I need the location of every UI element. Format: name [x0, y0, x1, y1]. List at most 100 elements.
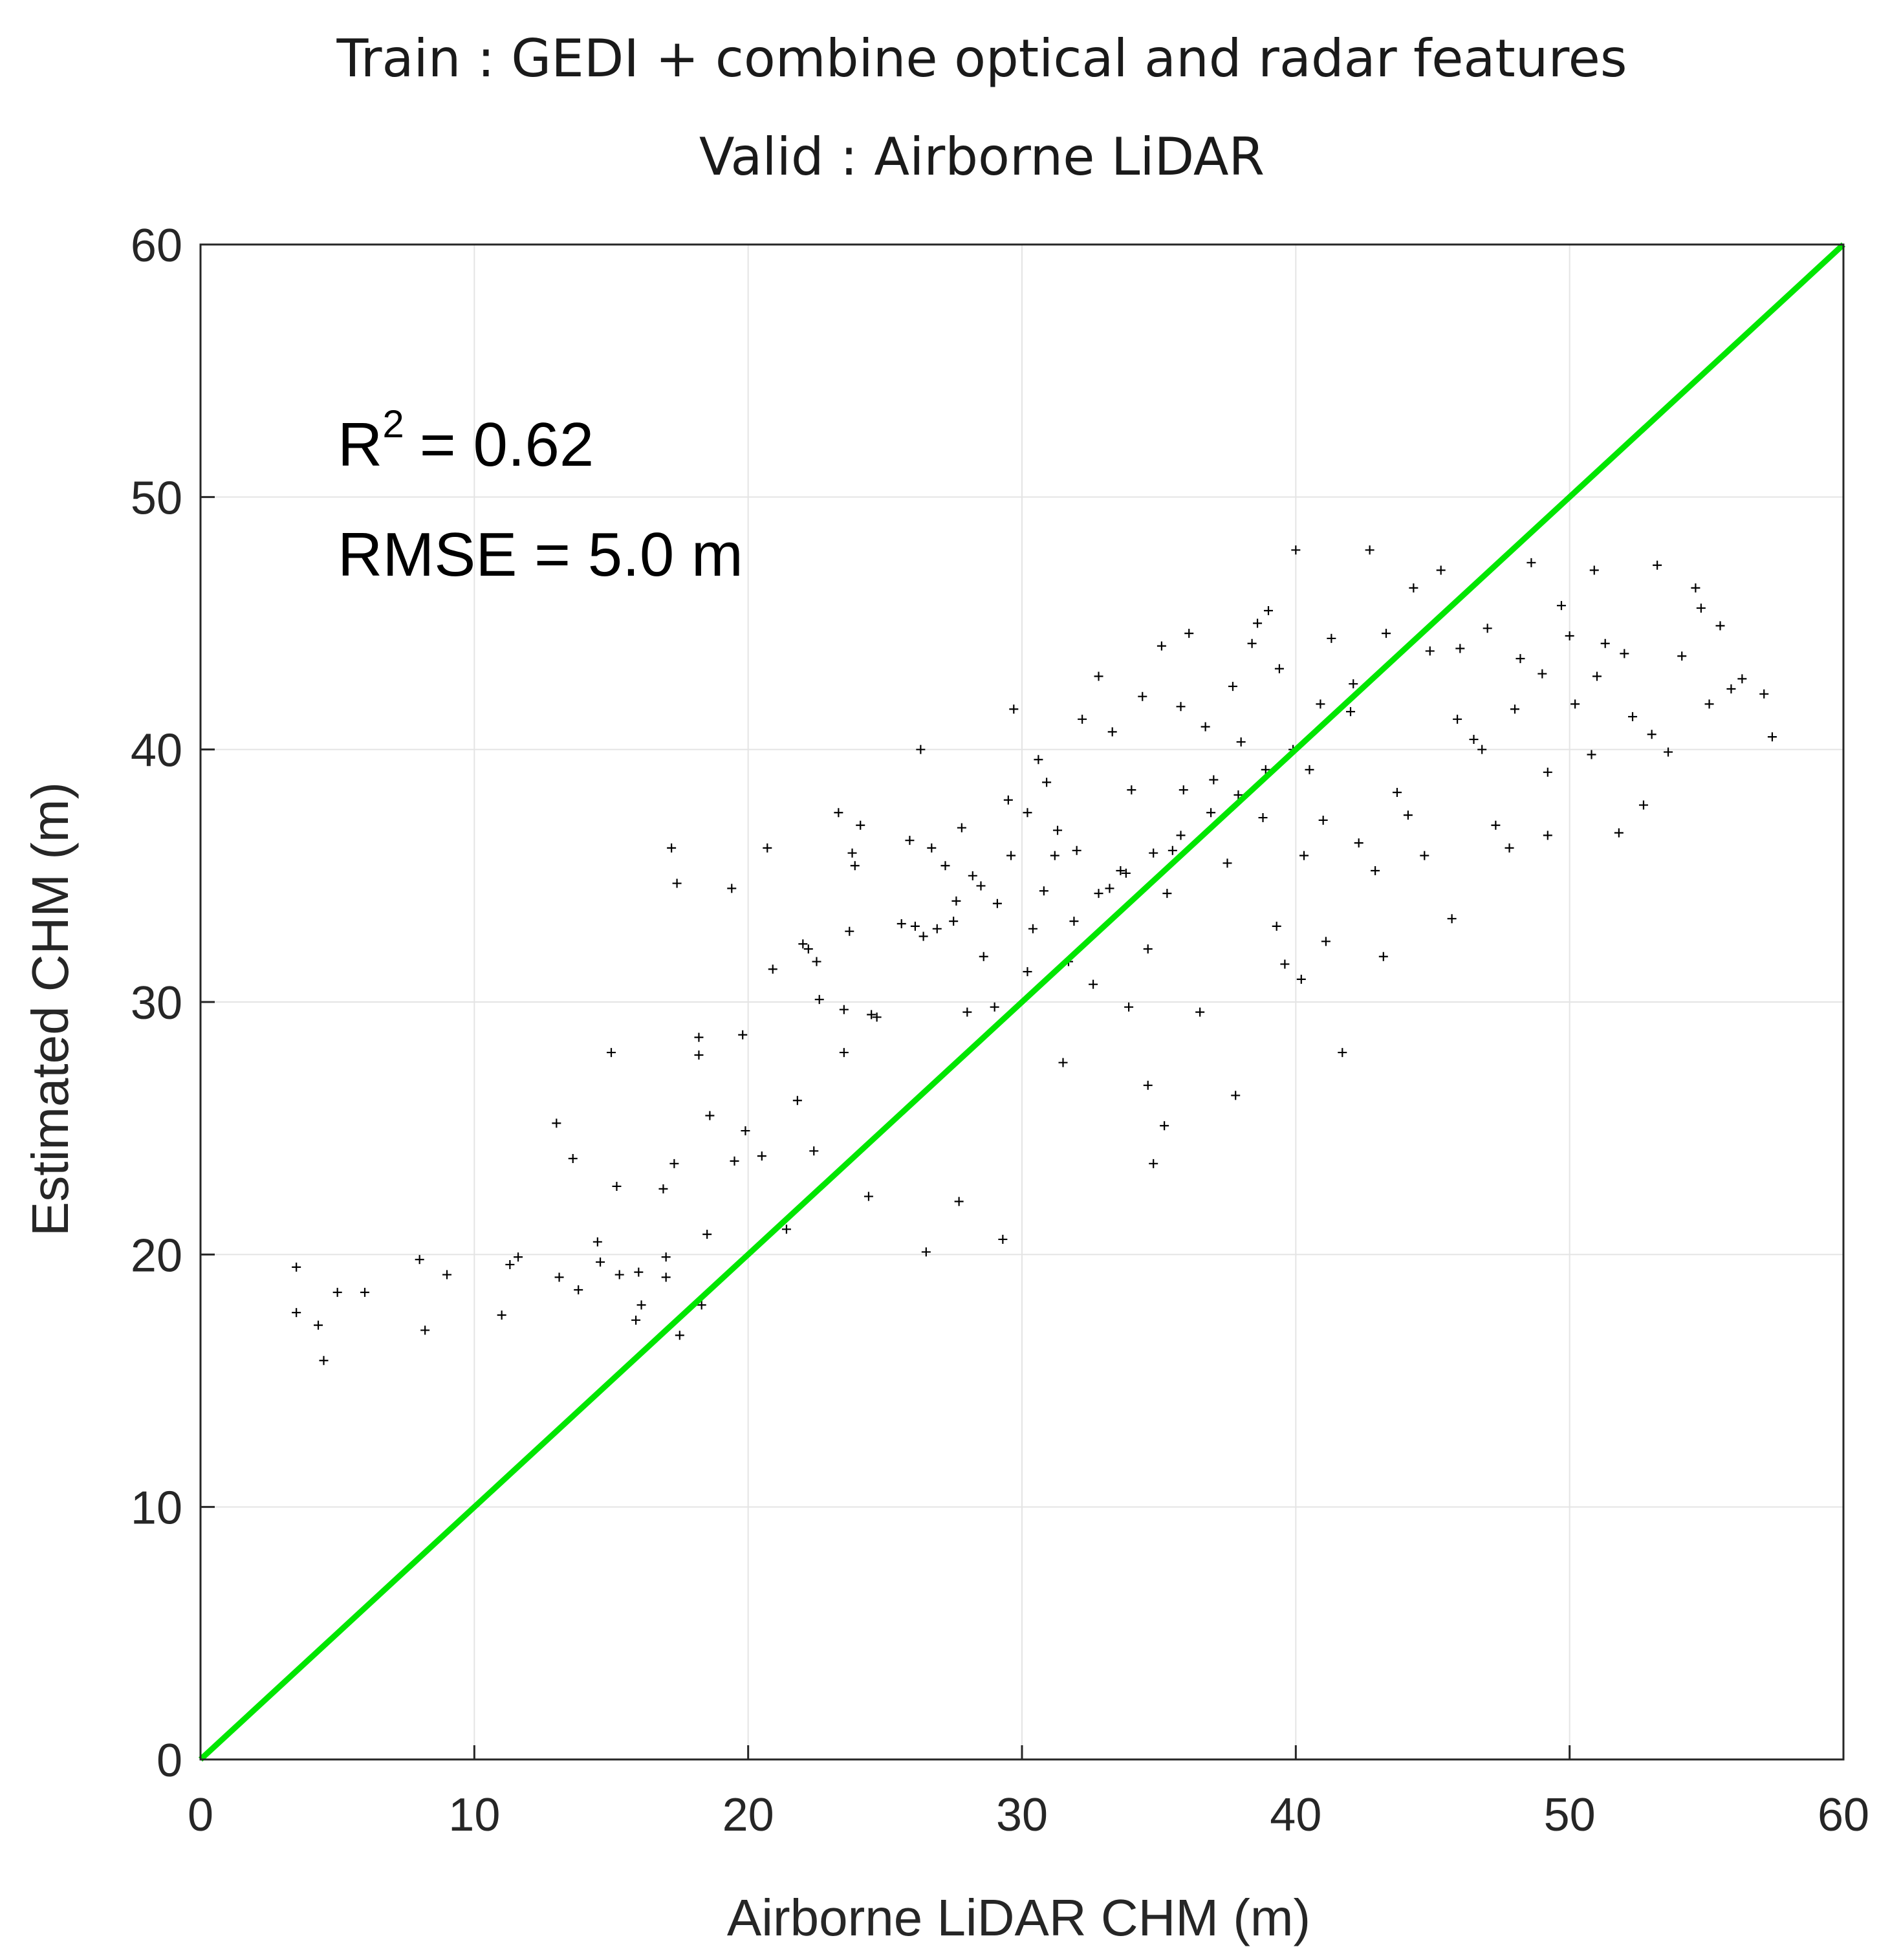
- scatter-point: [636, 1300, 646, 1310]
- scatter-point: [319, 1356, 329, 1366]
- scatter-point: [1737, 674, 1747, 684]
- scatter-point: [1143, 1080, 1153, 1090]
- scatter-point: [757, 1151, 766, 1161]
- scatter-point: [1620, 649, 1629, 659]
- scatter-point: [1455, 644, 1465, 653]
- scatter-point: [1272, 921, 1281, 931]
- scatter-point: [763, 843, 772, 853]
- scatter-point: [1349, 679, 1358, 689]
- scatter-point: [1143, 944, 1153, 954]
- scatter-point: [1228, 682, 1237, 691]
- scatter-point: [998, 1234, 1008, 1244]
- scatter-point: [1042, 778, 1052, 787]
- scatter-point: [1638, 800, 1648, 810]
- scatter-point: [1447, 914, 1457, 924]
- scatter-point: [1589, 565, 1599, 575]
- scatter-point: [702, 1230, 712, 1239]
- scatter-point: [1296, 974, 1306, 984]
- r2-exponent: 2: [382, 402, 404, 446]
- scatter-point: [834, 808, 843, 818]
- scatter-point: [1759, 689, 1769, 699]
- scatter-point: [951, 896, 961, 906]
- scatter-point: [1003, 795, 1013, 805]
- scatter-point: [634, 1267, 644, 1277]
- scatter-point: [1565, 631, 1574, 641]
- scatter-point: [910, 921, 920, 931]
- scatter-point: [1094, 671, 1103, 681]
- scatter-point: [1023, 808, 1032, 818]
- scatter-point: [962, 1007, 972, 1017]
- x-axis-tick-labels: 0 10 20 30 40 50 60: [188, 1789, 1869, 1841]
- scatter-point: [1107, 727, 1117, 737]
- scatter-point: [596, 1258, 605, 1267]
- scatter-point: [1526, 558, 1536, 567]
- scatter-point: [705, 1111, 715, 1120]
- scatter-point: [420, 1325, 430, 1335]
- scatter-point: [1039, 886, 1048, 896]
- scatter-point: [1318, 815, 1328, 825]
- scatter-point: [730, 1156, 739, 1166]
- y-tick-label: 10: [131, 1483, 182, 1534]
- scatter-point: [1505, 843, 1514, 853]
- scatter-point: [442, 1270, 451, 1279]
- scatter-point: [1653, 560, 1662, 570]
- scatter-point: [694, 1050, 704, 1060]
- scatter-point: [1600, 638, 1610, 648]
- x-axis-label: Airborne LiDAR CHM (m): [727, 1889, 1310, 1946]
- scatter-point: [1469, 735, 1479, 745]
- scatter-point: [1261, 765, 1270, 774]
- scatter-point: [809, 1146, 819, 1156]
- scatter-point: [814, 995, 824, 1005]
- scatter-point: [1069, 917, 1079, 926]
- y-tick-label: 30: [131, 977, 182, 1029]
- scatter-point: [1628, 712, 1638, 721]
- scatter-point: [940, 861, 950, 871]
- scatter-point: [1515, 654, 1525, 664]
- scatter-point: [505, 1259, 515, 1269]
- scatter-point: [1206, 808, 1216, 818]
- chart-title: Train : GEDI + combine optical and radar…: [336, 28, 1627, 187]
- scatter-point: [1726, 684, 1736, 693]
- scatter-point: [314, 1320, 323, 1330]
- scatter-point: [552, 1118, 561, 1128]
- scatter-point: [1028, 924, 1037, 933]
- y-tick-label: 20: [131, 1230, 182, 1281]
- scatter-point: [514, 1252, 523, 1262]
- scatter-point: [661, 1252, 671, 1262]
- reference-line: [198, 242, 1846, 1762]
- scatter-point: [1696, 604, 1706, 613]
- scatter-point: [1543, 831, 1552, 840]
- data-points: [292, 545, 1777, 1366]
- scatter-point: [949, 917, 959, 926]
- scatter-point: [554, 1272, 564, 1282]
- scatter-point: [1034, 755, 1043, 765]
- scatter-point: [1078, 714, 1087, 724]
- scatter-point: [1614, 828, 1624, 838]
- scatter-point: [1409, 583, 1418, 593]
- scatter-point: [1006, 851, 1016, 860]
- scatter-point: [415, 1255, 424, 1265]
- title-line-2: Valid : Airborne LiDAR: [699, 127, 1265, 187]
- scatter-point: [1691, 583, 1700, 593]
- scatter-point: [1767, 732, 1777, 742]
- scatter-point: [1491, 820, 1501, 830]
- scatter-point: [839, 1048, 849, 1058]
- scatter-point: [1058, 1058, 1068, 1067]
- scatter-point: [675, 1331, 684, 1340]
- scatter-point: [1209, 775, 1219, 785]
- scatter-point: [1453, 714, 1462, 724]
- scatter-point: [932, 924, 942, 933]
- scatter-point: [1247, 638, 1257, 648]
- scatter-point: [1127, 785, 1136, 795]
- scatter-point: [1305, 765, 1314, 774]
- scatter-point: [1354, 838, 1363, 848]
- scatter-point: [1274, 664, 1284, 673]
- x-tick-label: 30: [996, 1789, 1048, 1841]
- scatter-point: [661, 1272, 671, 1282]
- scatter-point: [1179, 785, 1188, 795]
- scatter-point: [1231, 1091, 1241, 1100]
- rmse-label: RMSE = 5.0 m: [338, 520, 743, 589]
- scatter-point: [1162, 889, 1172, 898]
- y-tick-label: 60: [131, 220, 182, 272]
- scatter-point: [1382, 629, 1391, 638]
